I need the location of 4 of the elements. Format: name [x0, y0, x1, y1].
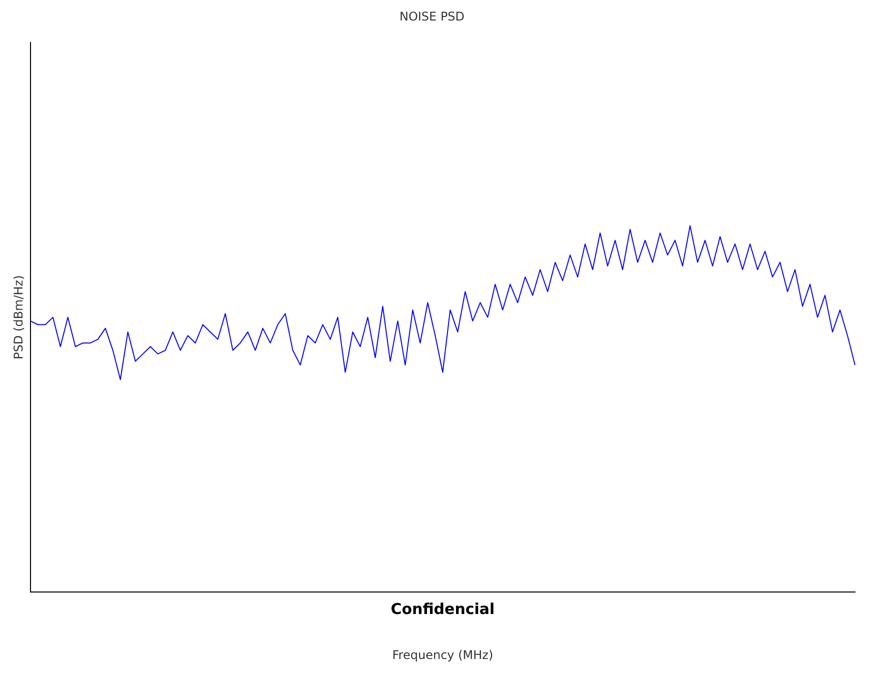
- text: Confidencial: [390, 600, 495, 618]
- chart-title: NOISE PSD: [399, 9, 465, 24]
- x-axis-title: Frequency (MHz): [392, 648, 494, 662]
- y-axis-title: PSD (dBm/Hz): [11, 275, 26, 360]
